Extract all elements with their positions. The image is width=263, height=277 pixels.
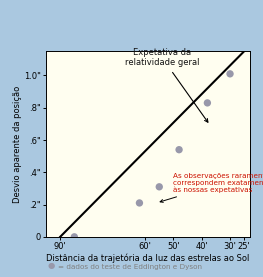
Point xyxy=(137,201,141,205)
Point xyxy=(228,72,232,76)
Point xyxy=(72,235,77,239)
Text: As observações raramente
correspondem exatamente
às nossas expetativas: As observações raramente correspondem ex… xyxy=(160,173,263,202)
X-axis label: Distância da trajetória da luz das estrelas ao Sol: Distância da trajetória da luz das estre… xyxy=(46,253,250,263)
Text: ●: ● xyxy=(47,261,55,270)
Y-axis label: Desvio aparente da posição: Desvio aparente da posição xyxy=(13,85,22,203)
Text: = dados do teste de Eddington e Dyson: = dados do teste de Eddington e Dyson xyxy=(58,264,202,270)
Point xyxy=(205,101,210,105)
Text: Expetativa da
relatividade geral: Expetativa da relatividade geral xyxy=(125,48,208,122)
Point xyxy=(177,147,181,152)
Point xyxy=(157,184,161,189)
